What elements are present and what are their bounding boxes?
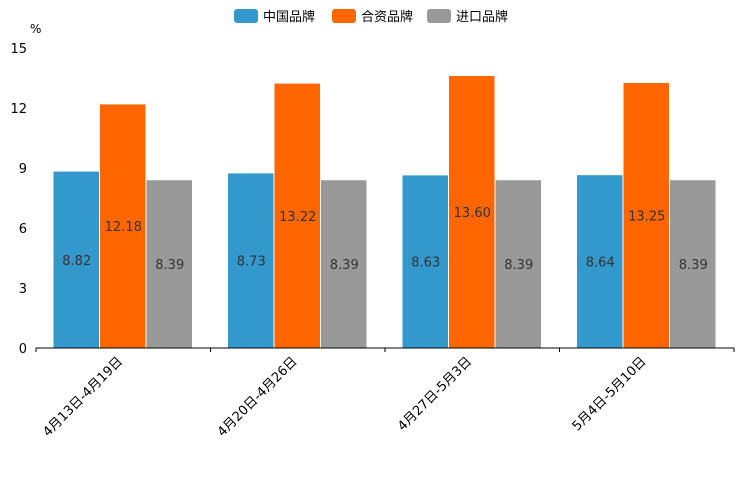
- bar-1-2: [228, 173, 274, 348]
- bar-1-4: [577, 175, 623, 348]
- bar-1-3: [402, 175, 448, 348]
- bar-3-1: [146, 180, 192, 348]
- data-label: 8.73: [237, 255, 266, 270]
- legend-label: 中国品牌: [263, 9, 315, 25]
- bar-1-1: [53, 171, 99, 348]
- bar-2-4: [623, 83, 669, 348]
- bar-2-3: [449, 76, 495, 348]
- bar-3-4: [670, 180, 716, 348]
- bars-group: [53, 76, 716, 349]
- data-label: 12.18: [105, 220, 142, 235]
- bar-3-2: [321, 180, 367, 348]
- y-axis: 0 3 6 9 12 15: [10, 42, 27, 357]
- y-tick-label: 0: [19, 342, 27, 357]
- x-axis-ticks: [35, 348, 735, 352]
- data-label: 8.39: [504, 258, 533, 273]
- data-labels-group: 8.82 12.18 8.39 8.73 13.22 8.39 8.63 13.60 8.39 8…: [62, 206, 707, 273]
- data-label: 13.22: [279, 210, 316, 225]
- x-category-label: 4月27日-5月3日: [395, 354, 475, 434]
- data-label: 13.25: [628, 210, 665, 225]
- y-tick-label: 12: [10, 102, 27, 117]
- y-tick-label: 9: [19, 162, 27, 177]
- bar-2-1: [100, 104, 146, 349]
- legend-label: 进口品牌: [456, 9, 508, 25]
- data-label: 8.39: [155, 258, 184, 273]
- y-tick-label: 15: [10, 42, 27, 57]
- legend-swatch: [332, 9, 356, 23]
- x-category-label: 5月4日-5月10日: [570, 354, 650, 434]
- bar-3-3: [495, 180, 541, 348]
- data-label: 8.64: [586, 256, 615, 271]
- data-label: 8.82: [62, 254, 91, 269]
- legend-swatch: [234, 9, 258, 23]
- x-axis-labels: 4月13日-4月19日 4月20日-4月26日 4月27日-5月3日 5月4日-5月1…: [40, 354, 649, 440]
- x-category-label: 4月13日-4月19日: [40, 354, 126, 440]
- legend-swatch: [427, 9, 451, 23]
- y-tick-label: 3: [19, 282, 27, 297]
- y-tick-label: 6: [19, 222, 27, 237]
- y-axis-unit-label: %: [30, 22, 41, 36]
- data-label: 8.39: [330, 258, 359, 273]
- data-label: 13.60: [454, 206, 491, 221]
- x-category-label: 4月20日-4月26日: [215, 354, 301, 440]
- data-label: 8.63: [411, 256, 440, 271]
- legend-label: 合资品牌: [361, 9, 413, 25]
- bar-2-2: [274, 83, 320, 348]
- data-label: 8.39: [679, 258, 708, 273]
- legend: 中国品牌 合资品牌 进口品牌: [234, 9, 508, 25]
